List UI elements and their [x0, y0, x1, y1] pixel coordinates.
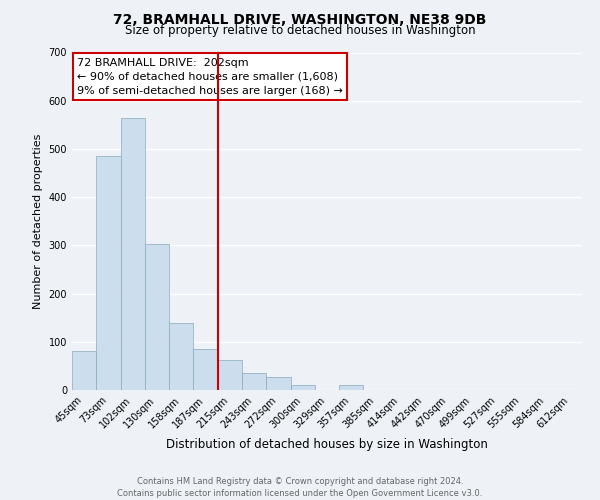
Bar	[96, 156, 121, 390]
Bar	[266, 376, 290, 390]
Bar	[242, 373, 266, 390]
Text: Size of property relative to detached houses in Washington: Size of property relative to detached ho…	[125, 24, 475, 37]
Y-axis label: Number of detached properties: Number of detached properties	[33, 134, 43, 309]
Bar	[145, 244, 169, 390]
Text: Contains HM Land Registry data © Crown copyright and database right 2024.
Contai: Contains HM Land Registry data © Crown c…	[118, 476, 482, 498]
X-axis label: Distribution of detached houses by size in Washington: Distribution of detached houses by size …	[166, 438, 488, 451]
Bar	[169, 322, 193, 390]
Bar	[339, 385, 364, 390]
Bar	[290, 385, 315, 390]
Bar	[218, 360, 242, 390]
Bar	[193, 349, 218, 390]
Text: 72, BRAMHALL DRIVE, WASHINGTON, NE38 9DB: 72, BRAMHALL DRIVE, WASHINGTON, NE38 9DB	[113, 12, 487, 26]
Bar	[72, 352, 96, 390]
Bar	[121, 118, 145, 390]
Text: 72 BRAMHALL DRIVE:  202sqm
← 90% of detached houses are smaller (1,608)
9% of se: 72 BRAMHALL DRIVE: 202sqm ← 90% of detac…	[77, 58, 343, 96]
